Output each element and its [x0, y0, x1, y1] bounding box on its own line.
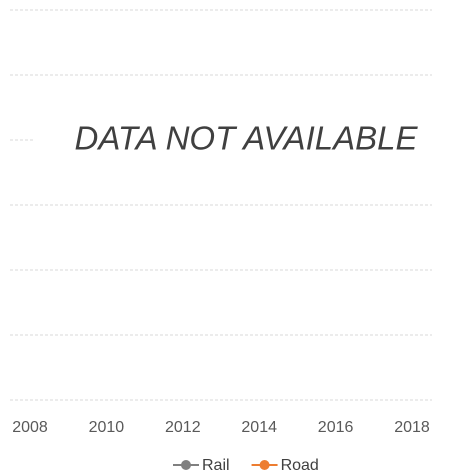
x-tick-label: 2016	[318, 419, 354, 436]
x-tick-label: 2012	[165, 419, 201, 436]
legend-marker	[259, 460, 270, 470]
gridlines	[10, 9, 432, 401]
x-tick-label: 2014	[241, 419, 277, 436]
x-tick-label: 2010	[89, 419, 125, 436]
x-tick-label: 2008	[12, 419, 48, 436]
legend-label: Road	[281, 457, 319, 473]
legend-label: Rail	[202, 457, 230, 473]
annotation: DATA NOT AVAILABLE	[75, 120, 419, 157]
legend-marker	[181, 460, 191, 470]
annotation-background	[34, 118, 460, 162]
x-tick-label: 2018	[394, 419, 430, 436]
